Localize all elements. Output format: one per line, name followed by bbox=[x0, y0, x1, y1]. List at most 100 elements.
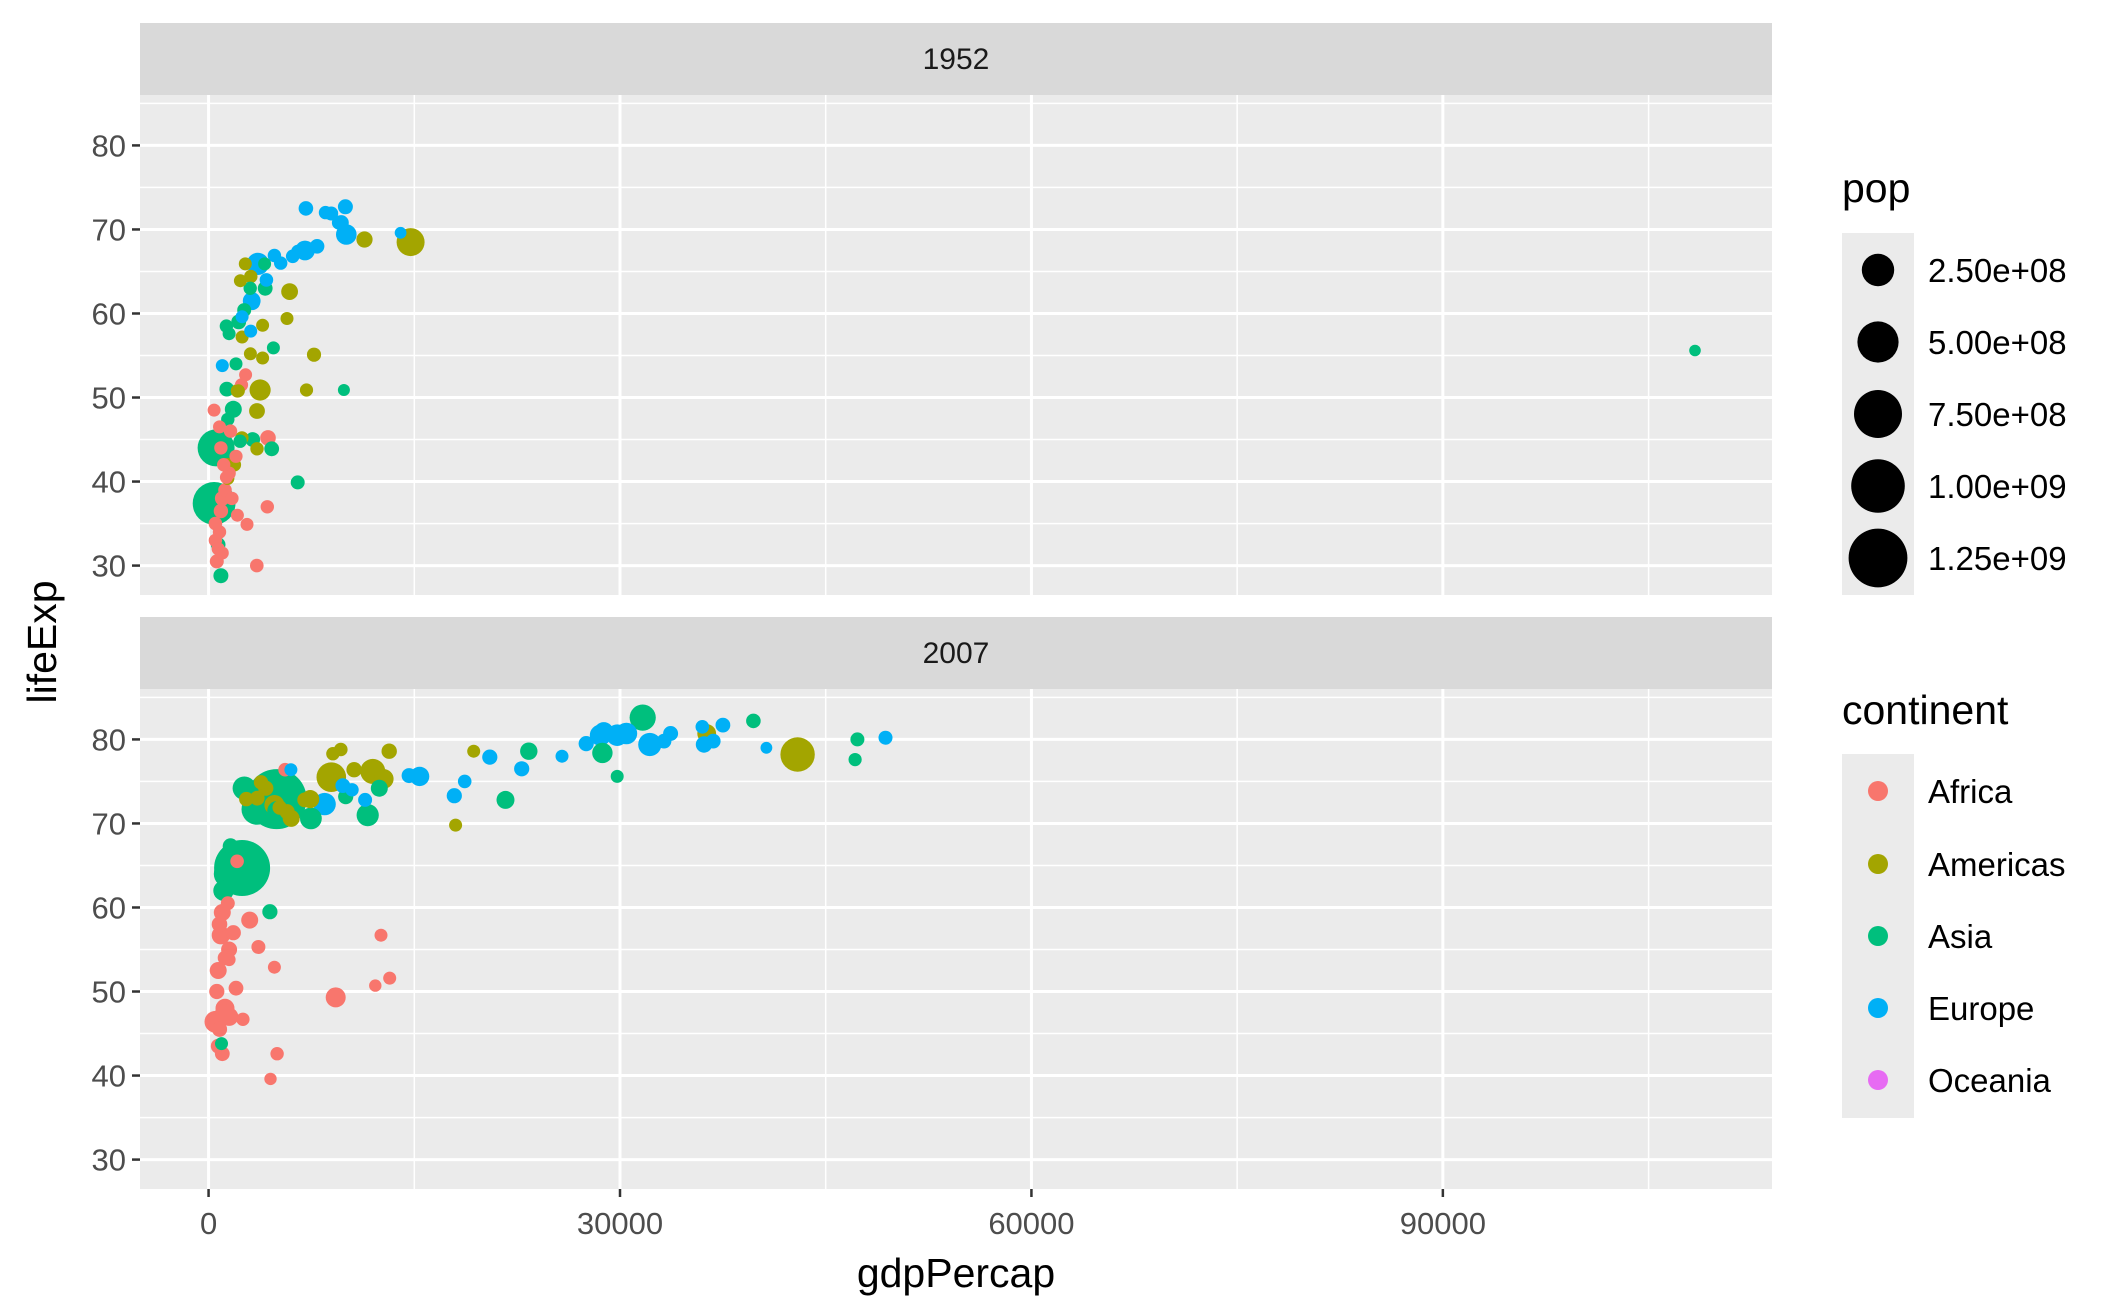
data-point-europe-2007 bbox=[555, 749, 569, 763]
data-points bbox=[192, 199, 1701, 1086]
data-point-africa-2007 bbox=[236, 1012, 250, 1026]
y-axis-title: lifeExp bbox=[19, 580, 65, 703]
data-point-europe-2007 bbox=[358, 792, 373, 807]
data-point-asia-2007 bbox=[496, 790, 515, 809]
data-point-europe-1952 bbox=[235, 310, 249, 324]
data-point-americas-2007 bbox=[467, 744, 481, 758]
data-point-europe-2007 bbox=[715, 717, 731, 733]
x-axis-title: gdpPercap bbox=[857, 1250, 1055, 1296]
size-legend-key bbox=[1851, 459, 1905, 513]
y-tick-label: 50 bbox=[92, 975, 126, 1010]
data-point-africa-2007 bbox=[383, 971, 397, 985]
size-legend-label: 2.50e+08 bbox=[1928, 252, 2067, 289]
data-point-asia-1952 bbox=[290, 475, 305, 490]
x-tick-label: 30000 bbox=[577, 1206, 663, 1241]
data-point-africa-2007 bbox=[264, 1072, 277, 1086]
color-legend-label-europe: Europe bbox=[1928, 990, 2034, 1027]
data-point-africa-2007 bbox=[222, 953, 236, 967]
data-point-europe-1952 bbox=[291, 244, 305, 258]
data-point-americas-2007 bbox=[272, 800, 287, 815]
data-point-asia-2007 bbox=[215, 1037, 228, 1051]
size-legend-label: 5.00e+08 bbox=[1928, 324, 2067, 361]
data-point-africa-2007 bbox=[225, 925, 241, 941]
data-point-americas-1952 bbox=[231, 384, 245, 398]
data-point-africa-2007 bbox=[220, 896, 235, 911]
data-point-africa-2007 bbox=[215, 1004, 233, 1021]
size-legend-key bbox=[1857, 321, 1899, 363]
data-point-americas-1952 bbox=[256, 318, 270, 332]
data-point-africa-2007 bbox=[228, 980, 244, 996]
data-point-asia-2007 bbox=[848, 753, 862, 767]
color-legend-label-americas: Americas bbox=[1928, 846, 2066, 883]
data-point-europe-2007 bbox=[514, 761, 530, 777]
data-point-europe-2007 bbox=[457, 774, 472, 789]
data-point-americas-1952 bbox=[256, 351, 270, 365]
size-legend-key bbox=[1848, 528, 1908, 588]
data-point-americas-2007 bbox=[449, 818, 463, 832]
data-point-africa-2007 bbox=[267, 960, 281, 974]
data-point-europe-1952 bbox=[318, 205, 333, 220]
data-point-africa-1952 bbox=[213, 503, 229, 519]
y-tick-label: 30 bbox=[92, 549, 126, 584]
data-point-asia-1952 bbox=[219, 381, 235, 397]
y-tick-label: 80 bbox=[92, 128, 126, 163]
data-point-europe-2007 bbox=[482, 749, 498, 765]
data-point-asia-1952 bbox=[258, 257, 272, 271]
y-tick-label: 40 bbox=[92, 1059, 126, 1094]
data-point-americas-2007 bbox=[381, 743, 397, 759]
data-point-europe-1952 bbox=[215, 359, 229, 373]
y-tick-label: 70 bbox=[92, 212, 126, 247]
data-point-africa-1952 bbox=[260, 500, 274, 514]
data-point-asia-2007 bbox=[213, 880, 234, 901]
data-point-asia-1952 bbox=[1689, 344, 1701, 357]
data-point-europe-2007 bbox=[695, 720, 710, 734]
data-point-europe-2007 bbox=[705, 733, 721, 749]
data-point-africa-2007 bbox=[369, 979, 382, 992]
color-legend: Africa Americas Asia Europe Oceania bbox=[1868, 773, 2066, 1099]
data-point-africa-2007 bbox=[251, 940, 266, 954]
color-legend-title: continent bbox=[1842, 687, 2009, 733]
data-point-europe-1952 bbox=[267, 248, 282, 263]
color-legend-key-americas bbox=[1868, 854, 1888, 874]
x-tick-label: 0 bbox=[200, 1206, 217, 1241]
x-tick-label: 90000 bbox=[1400, 1206, 1486, 1241]
data-point-europe-1952 bbox=[309, 239, 325, 254]
data-point-europe-1952 bbox=[259, 273, 274, 287]
data-point-africa-2007 bbox=[209, 983, 225, 1000]
data-point-asia-1952 bbox=[233, 434, 247, 448]
data-point-americas-1952 bbox=[280, 312, 294, 325]
data-point-africa-1952 bbox=[217, 458, 231, 472]
data-point-asia-2007 bbox=[746, 713, 761, 729]
data-point-africa-1952 bbox=[230, 508, 244, 522]
data-point-europe-2007 bbox=[638, 732, 662, 757]
data-point-asia-2007 bbox=[850, 732, 865, 747]
data-point-africa-1952 bbox=[249, 558, 264, 573]
data-point-africa-1952 bbox=[214, 441, 228, 455]
data-point-africa-2007 bbox=[241, 911, 259, 929]
data-point-asia-2007 bbox=[610, 769, 624, 783]
y-tick-label: 40 bbox=[92, 465, 126, 500]
data-point-europe-2007 bbox=[284, 763, 298, 777]
data-point-europe-2007 bbox=[760, 741, 773, 754]
data-point-americas-1952 bbox=[249, 403, 265, 419]
data-point-asia-1952 bbox=[264, 441, 280, 457]
data-point-asia-1952 bbox=[229, 357, 243, 371]
data-point-europe-1952 bbox=[244, 324, 258, 338]
data-point-asia-2007 bbox=[629, 704, 656, 731]
data-point-americas-2007 bbox=[780, 737, 815, 772]
data-point-europe-2007 bbox=[446, 788, 462, 804]
data-point-americas-1952 bbox=[306, 347, 322, 362]
data-point-asia-1952 bbox=[243, 281, 257, 295]
data-point-americas-1952 bbox=[299, 383, 314, 397]
size-legend-label: 1.25e+09 bbox=[1928, 540, 2067, 577]
gridlines bbox=[140, 95, 1772, 1189]
y-tick-label: 50 bbox=[92, 381, 126, 416]
data-point-europe-2007 bbox=[345, 783, 359, 797]
data-point-americas-2007 bbox=[297, 792, 313, 808]
data-point-europe-1952 bbox=[331, 215, 346, 230]
y-tick-label: 60 bbox=[92, 890, 126, 925]
data-point-africa-2007 bbox=[211, 916, 228, 933]
data-point-americas-1952 bbox=[233, 274, 247, 288]
data-point-americas-1952 bbox=[250, 442, 264, 456]
data-point-africa-1952 bbox=[207, 403, 221, 417]
